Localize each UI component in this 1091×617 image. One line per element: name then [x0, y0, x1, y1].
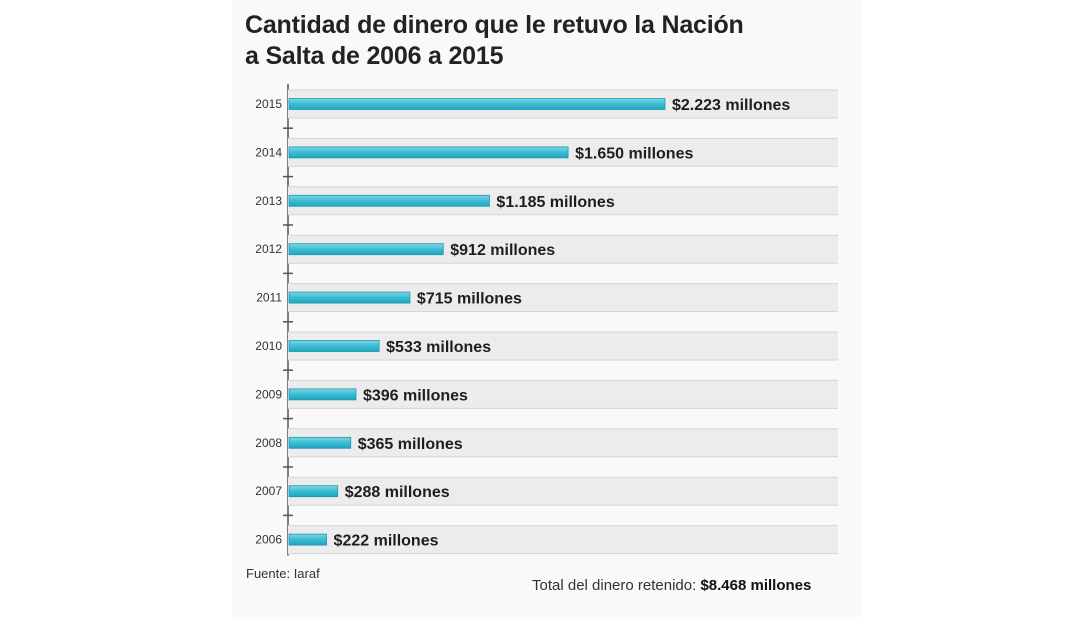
category-label: 2007 — [255, 484, 282, 498]
total-value: $8.468 millones — [700, 577, 812, 594]
value-label: $288 millones — [345, 484, 450, 501]
bar — [288, 146, 569, 159]
value-label: $365 millones — [358, 436, 463, 453]
chart-title-line-2: a Salta de 2006 a 2015 — [245, 42, 504, 70]
category-label: 2006 — [255, 533, 282, 547]
category-label: 2012 — [255, 242, 282, 256]
total-label: Total del dinero retenido: — [532, 577, 701, 594]
bar — [288, 533, 327, 546]
value-label: $533 millones — [386, 339, 491, 356]
row-band — [288, 477, 838, 506]
value-label: $1.185 millones — [496, 194, 614, 211]
category-label: 2010 — [255, 339, 282, 353]
category-label: 2015 — [255, 97, 282, 111]
total-retained: Total del dinero retenido: $8.468 millon… — [532, 577, 811, 594]
category-label: 2013 — [255, 194, 282, 208]
category-label: 2011 — [256, 291, 282, 305]
chart-title: Cantidad de dinero que le retuvo la Naci… — [245, 10, 744, 72]
bar — [288, 485, 339, 498]
bar — [288, 291, 411, 304]
bar — [288, 388, 357, 401]
value-label: $912 millones — [450, 242, 555, 259]
bar — [288, 243, 444, 256]
value-label: $396 millones — [363, 387, 468, 404]
value-label: $2.223 millones — [672, 97, 790, 114]
bar — [288, 340, 380, 352]
category-label: 2008 — [255, 436, 282, 450]
chart-title-line-1: Cantidad de dinero que le retuvo la Naci… — [245, 11, 744, 39]
bar — [288, 436, 352, 449]
bar — [288, 194, 490, 207]
row-band — [288, 380, 838, 409]
value-label: $222 millones — [334, 533, 439, 550]
row-band — [288, 525, 838, 554]
category-label: 2009 — [255, 387, 282, 401]
value-label: $715 millones — [417, 291, 522, 308]
category-label: 2014 — [255, 145, 282, 159]
bar — [288, 98, 666, 110]
row-band — [288, 428, 838, 457]
source-note: Fuente: Iaraf — [246, 566, 320, 581]
row-band — [288, 332, 838, 360]
value-label: $1.650 millones — [575, 145, 693, 162]
